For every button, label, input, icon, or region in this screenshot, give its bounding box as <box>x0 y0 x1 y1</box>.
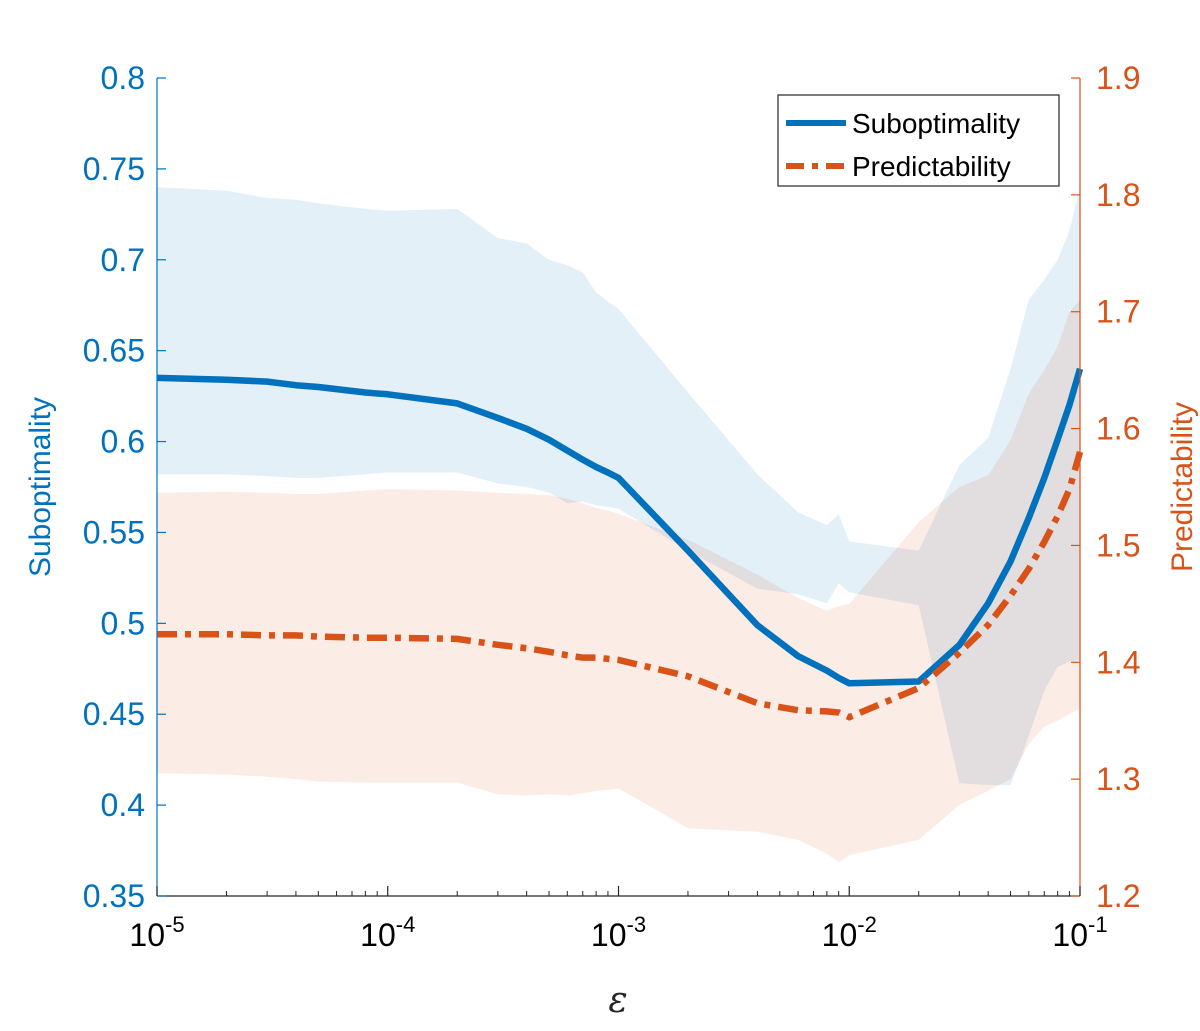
x-tick-base: 10 <box>1052 917 1088 953</box>
x-tick-base: 10 <box>360 917 396 953</box>
right-tick-label: 1.2 <box>1096 878 1140 914</box>
x-tick-exponent: -2 <box>857 912 877 937</box>
x-tick-base: 10 <box>591 917 627 953</box>
suboptimality-line <box>156 367 1084 687</box>
left-tick-label: 0.45 <box>83 696 145 732</box>
x-axis-ticks: 10-5 10-4 10-3 10-2 10-1 <box>129 886 1108 953</box>
predictability-band <box>157 300 1080 863</box>
left-tick-label: 0.7 <box>101 242 145 278</box>
x-axis-label: ε <box>608 980 627 1021</box>
right-tick-label: 1.4 <box>1096 644 1140 680</box>
left-tick-label: 0.5 <box>101 605 145 641</box>
right-tick-label: 1.8 <box>1096 177 1140 213</box>
right-axis-label: Predictability <box>1166 402 1199 572</box>
right-tick-label: 1.6 <box>1096 411 1140 447</box>
right-tick-label: 1.7 <box>1096 294 1140 330</box>
legend-label-predictability: Predictability <box>852 151 1011 182</box>
x-tick-base: 10 <box>822 917 858 953</box>
left-tick-label: 0.8 <box>101 60 145 96</box>
left-axis-ticks: 0.35 0.4 0.45 0.5 0.55 0.6 0.65 0.7 0.75 0.8 <box>83 60 166 914</box>
x-tick-exponent: -5 <box>165 912 185 937</box>
right-tick-label: 1.9 <box>1096 60 1140 96</box>
x-tick-label: 10-2 <box>822 912 877 953</box>
legend-box <box>777 94 1060 187</box>
x-tick-exponent: -1 <box>1088 912 1108 937</box>
x-tick-label: 10-1 <box>1052 912 1107 953</box>
left-tick-label: 0.4 <box>101 787 145 823</box>
left-tick-label: 0.65 <box>83 333 145 369</box>
right-axis-ticks: 1.2 1.3 1.4 1.5 1.6 1.7 1.8 1.9 <box>1071 60 1140 914</box>
x-tick-exponent: -3 <box>627 912 647 937</box>
x-tick-label: 10-3 <box>591 912 646 953</box>
left-axis-label: Suboptimality <box>24 397 57 577</box>
legend: Suboptimality Predictability <box>777 94 1060 187</box>
right-tick-label: 1.5 <box>1096 527 1140 563</box>
legend-label-suboptimality: Suboptimality <box>852 108 1020 139</box>
left-tick-label: 0.55 <box>83 514 145 550</box>
x-tick-base: 10 <box>129 917 165 953</box>
x-tick-label: 10-5 <box>129 912 184 953</box>
x-tick-label: 10-4 <box>360 912 415 953</box>
left-tick-label: 0.6 <box>101 424 145 460</box>
x-tick-exponent: -4 <box>396 912 416 937</box>
suboptimality-band <box>157 187 1080 786</box>
left-tick-label: 0.35 <box>83 878 145 914</box>
left-tick-label: 0.75 <box>83 151 145 187</box>
right-tick-label: 1.3 <box>1096 761 1140 797</box>
predictability-line <box>157 451 1084 721</box>
